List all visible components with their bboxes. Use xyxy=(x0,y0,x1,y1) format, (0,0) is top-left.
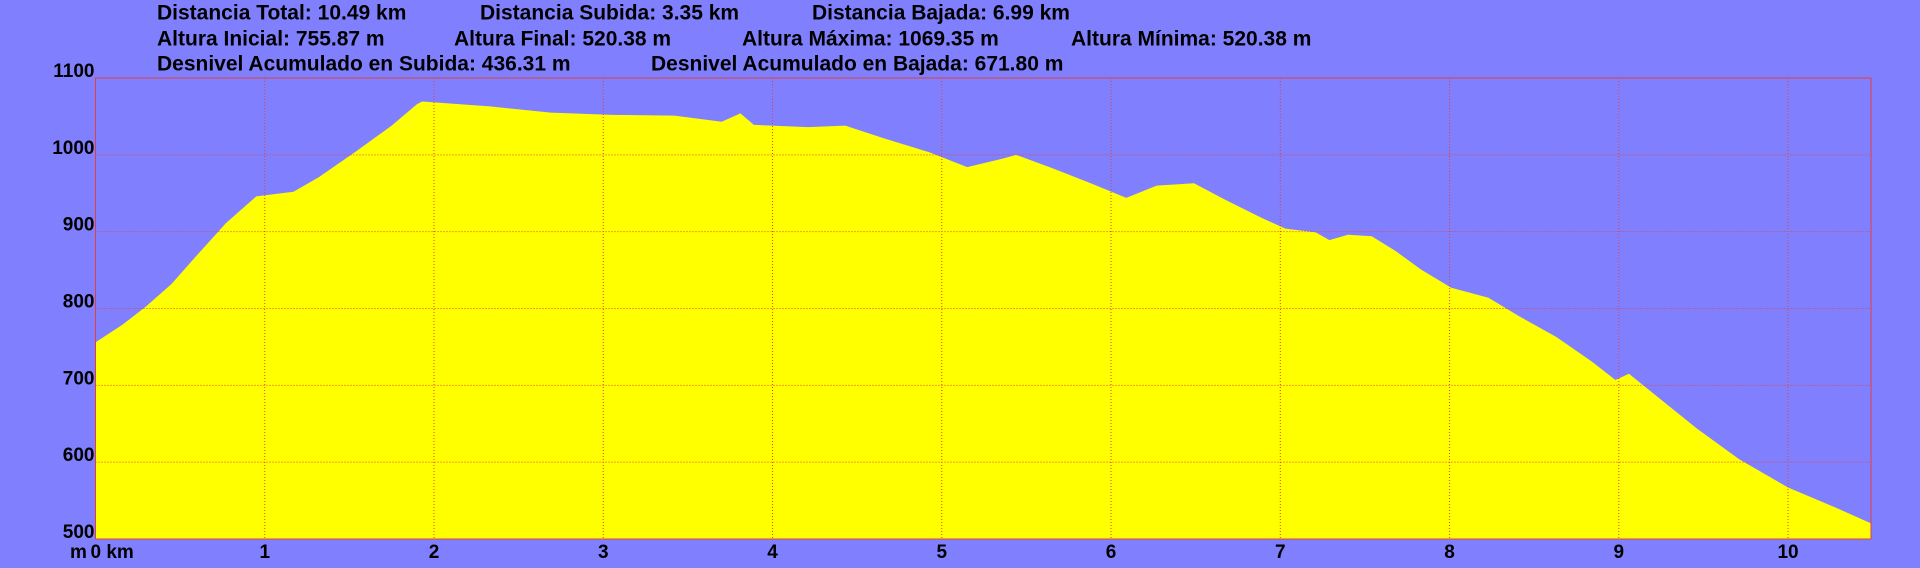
x-tick-label: 10 xyxy=(1777,542,1798,563)
plot-border xyxy=(95,77,1872,540)
x-tick-label: 8 xyxy=(1444,542,1455,563)
x-tick-label: 2 xyxy=(429,542,440,563)
y-tick-label: 800 xyxy=(63,292,95,313)
x-tick-label: 5 xyxy=(936,542,947,563)
stat-text: Distancia Bajada: 6.99 km xyxy=(812,2,1070,25)
y-tick-label: 900 xyxy=(63,215,95,236)
x-tick-label: 3 xyxy=(598,542,609,563)
stat-text: Distancia Total: 10.49 km xyxy=(157,2,406,25)
stat-text: Altura Mínima: 520.38 m xyxy=(1071,28,1311,51)
y-tick-label: 1000 xyxy=(52,138,94,159)
x-tick-label: 4 xyxy=(767,542,778,563)
stat-text: Distancia Subida: 3.35 km xyxy=(480,2,739,25)
x-tick-label: 7 xyxy=(1275,542,1286,563)
y-tick-label: 700 xyxy=(63,368,95,389)
x-tick-label: 0 km xyxy=(91,542,134,563)
stat-text: Desnivel Acumulado en Subida: 436.31 m xyxy=(157,53,571,76)
y-tick-label: 1100 xyxy=(53,61,94,82)
stat-text: Altura Final: 520.38 m xyxy=(454,28,671,51)
elevation-area xyxy=(95,101,1871,540)
y-tick-label: 500 xyxy=(63,522,95,543)
stat-text: Altura Inicial: 755.87 m xyxy=(157,28,385,51)
stat-text: Desnivel Acumulado en Bajada: 671.80 m xyxy=(651,53,1063,76)
x-tick-label: 9 xyxy=(1614,542,1625,563)
stat-text: Altura Máxima: 1069.35 m xyxy=(742,28,999,51)
y-axis-label: m xyxy=(70,542,87,563)
y-tick-label: 600 xyxy=(63,445,95,466)
x-tick-label: 1 xyxy=(259,542,270,563)
x-tick-label: 6 xyxy=(1106,542,1117,563)
